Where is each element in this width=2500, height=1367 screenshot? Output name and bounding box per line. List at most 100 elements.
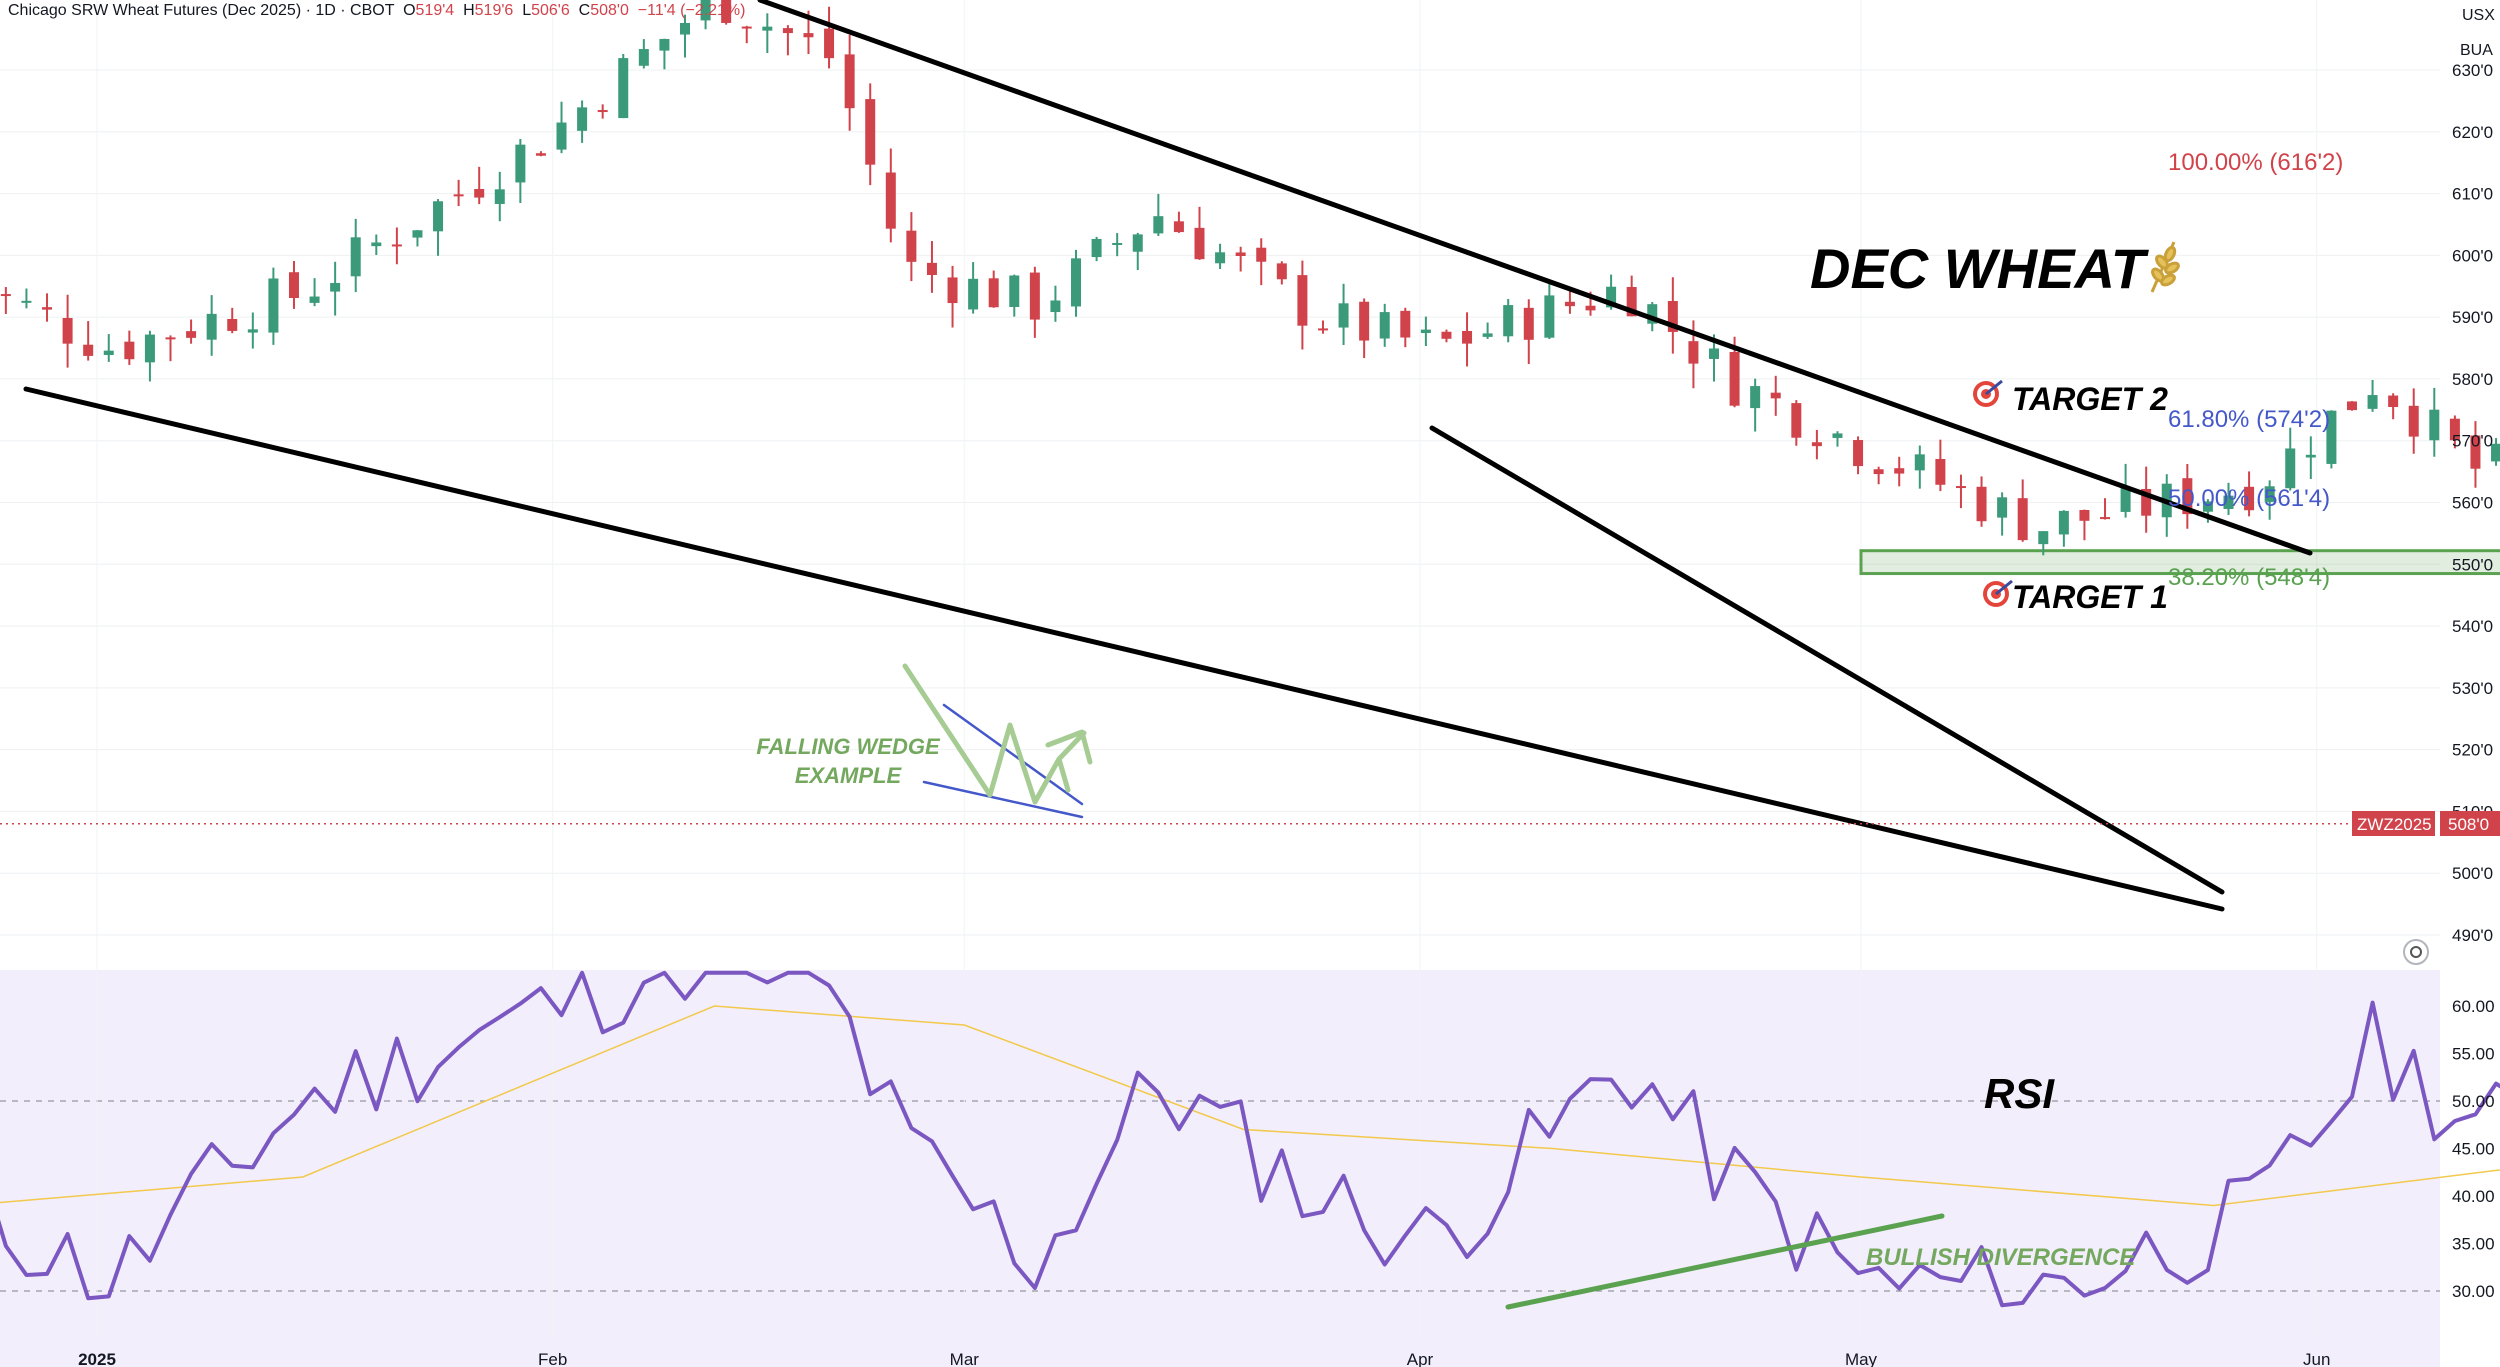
price-tick-label: 560'0 bbox=[2452, 494, 2493, 513]
price-tick-label: 490'0 bbox=[2452, 926, 2493, 945]
candle-body bbox=[309, 296, 320, 303]
candle-body bbox=[741, 26, 752, 29]
rsi-tick-label: 30.00 bbox=[2452, 1282, 2495, 1301]
candle-body bbox=[906, 230, 917, 262]
price-tick-label: 630'0 bbox=[2452, 61, 2493, 80]
price-tick-label: 500'0 bbox=[2452, 864, 2493, 883]
candle-body bbox=[1914, 454, 1925, 471]
candle-body bbox=[2017, 498, 2028, 541]
candle-body bbox=[968, 278, 979, 310]
candle-body bbox=[2120, 486, 2131, 512]
price-tick-label: 620'0 bbox=[2452, 123, 2493, 142]
candle-body bbox=[2079, 509, 2090, 521]
fib-618-label: 61.80% (574'2) bbox=[2168, 406, 2330, 433]
rsi-tick-label: 50.00 bbox=[2452, 1092, 2495, 1111]
candle-body bbox=[268, 278, 279, 333]
candle-body bbox=[1853, 440, 1864, 467]
candle-body bbox=[926, 262, 937, 276]
candle-body bbox=[680, 22, 690, 35]
candle-body bbox=[1585, 305, 1596, 311]
candle-body bbox=[2346, 401, 2357, 411]
candle-body bbox=[124, 341, 135, 360]
target2-label: TARGET 2 bbox=[2012, 381, 2168, 417]
candle-body bbox=[1173, 221, 1184, 233]
candle-body bbox=[62, 317, 73, 344]
time-tick-label: 2025 bbox=[78, 1350, 116, 1367]
fib-382-label: 38.20% (548'4) bbox=[2168, 564, 2330, 591]
candle-body bbox=[865, 99, 876, 165]
candle-body bbox=[2470, 435, 2481, 469]
price-tick-label: 520'0 bbox=[2452, 741, 2493, 760]
candle-body bbox=[1894, 468, 1905, 474]
rsi-ma-line bbox=[0, 1005, 2500, 1207]
candle-body bbox=[700, 0, 711, 21]
price-tick-label: 530'0 bbox=[2452, 679, 2493, 698]
candle-body bbox=[2038, 531, 2049, 545]
candle-body bbox=[577, 107, 588, 131]
candle-body bbox=[453, 194, 464, 197]
candle-body bbox=[1667, 301, 1678, 332]
currency-unit: USX bbox=[2462, 7, 2495, 24]
open-value: 519'4 bbox=[415, 2, 455, 19]
candle-body bbox=[288, 272, 299, 299]
candle-body bbox=[2388, 395, 2399, 407]
candle-body bbox=[844, 54, 855, 109]
rsi-tick-label: 45.00 bbox=[2452, 1140, 2495, 1159]
time-tick-label: Jun bbox=[2303, 1350, 2330, 1367]
high-value: 519'6 bbox=[474, 2, 514, 19]
rsi-tick-label: 55.00 bbox=[2452, 1045, 2495, 1064]
example-zigzag bbox=[902, 663, 1071, 805]
candle-body bbox=[2182, 478, 2193, 515]
rsi-line bbox=[0, 970, 2500, 1308]
candle-body bbox=[1091, 238, 1102, 258]
candle-body bbox=[947, 277, 958, 304]
price-tick-label: 540'0 bbox=[2452, 617, 2493, 636]
candle-body bbox=[803, 33, 814, 38]
candle-body bbox=[1050, 300, 1061, 313]
candle-body bbox=[2429, 409, 2440, 441]
candle-body bbox=[721, 0, 732, 23]
close-value: 508'0 bbox=[590, 2, 629, 19]
candle-body bbox=[494, 189, 505, 204]
candle-body bbox=[1235, 252, 1246, 257]
candle-body bbox=[433, 201, 444, 232]
candle-body bbox=[2449, 418, 2460, 441]
falling-wedge-example-sketch bbox=[902, 663, 1093, 819]
candle-body bbox=[2491, 443, 2500, 462]
candle-body bbox=[1564, 301, 1575, 307]
low-value: 506'6 bbox=[531, 2, 570, 19]
candle-body bbox=[1626, 286, 1637, 317]
candle-body bbox=[618, 58, 629, 119]
candle-body bbox=[1029, 272, 1040, 320]
candle-body bbox=[186, 331, 197, 338]
candle-body bbox=[535, 153, 546, 156]
badge-price: 508'0 bbox=[2448, 815, 2489, 834]
candle-body bbox=[474, 188, 485, 198]
badge-symbol-bg bbox=[2352, 811, 2435, 836]
candle-body bbox=[1338, 303, 1349, 328]
target1-label: TARGET 1 bbox=[2012, 579, 2168, 615]
candle-body bbox=[1606, 286, 1617, 308]
falling-wedge-label: FALLING WEDGE bbox=[756, 734, 941, 759]
rsi-tick-label: 60.00 bbox=[2452, 997, 2495, 1016]
candle-body bbox=[1997, 497, 2008, 518]
rsi-label: RSI bbox=[1984, 1070, 2055, 1117]
target1-zone bbox=[1859, 549, 2500, 576]
candle-body bbox=[1276, 263, 1287, 280]
candle-body bbox=[1215, 252, 1226, 264]
candle-body bbox=[1935, 458, 1946, 485]
candle-body bbox=[1832, 433, 1843, 438]
rsi-tick-label: 40.00 bbox=[2452, 1187, 2495, 1206]
candle-body bbox=[1153, 216, 1164, 234]
candle-body bbox=[1359, 301, 1370, 341]
candle-body bbox=[1873, 469, 1884, 475]
candle-body bbox=[659, 38, 670, 51]
candle-body bbox=[1297, 275, 1308, 326]
candle-body bbox=[21, 300, 32, 303]
time-axis: 2025FebMarAprMayJunJulAugSepOctNovDec bbox=[78, 1350, 2330, 1367]
settings-icon[interactable] bbox=[2403, 939, 2429, 965]
price-tick-label: 600'0 bbox=[2452, 246, 2493, 265]
candle-body bbox=[2058, 510, 2069, 535]
candle-body bbox=[42, 307, 53, 310]
